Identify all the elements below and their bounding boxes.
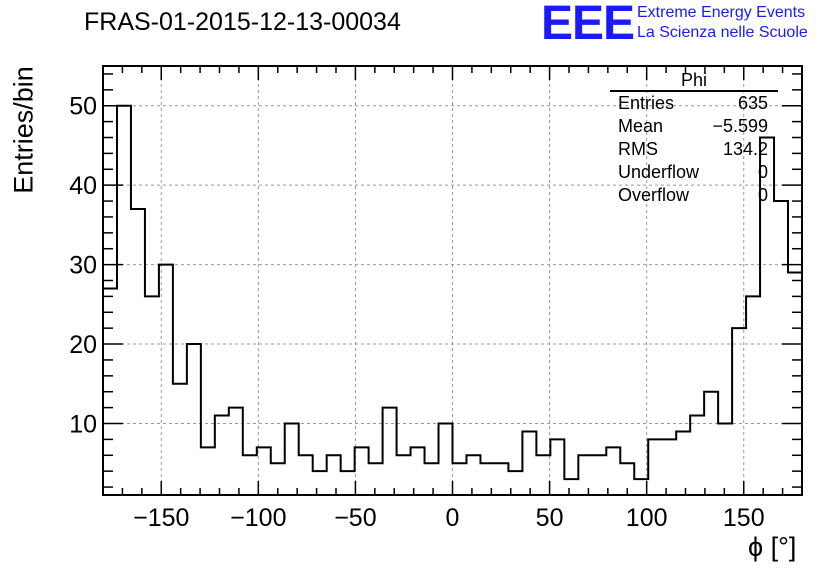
x-tick-label: −50 [334, 504, 376, 532]
stats-label: Overflow [618, 185, 690, 205]
stats-row-entries: Entries 635 [610, 92, 778, 115]
x-tick-label: 100 [626, 504, 668, 532]
stats-header: Phi [610, 70, 778, 92]
stats-value: 134.2 [722, 139, 768, 159]
x-tick-label: −100 [230, 504, 286, 532]
plot-frame [102, 65, 803, 496]
stats-value: 0 [757, 185, 768, 205]
stats-value: −5.599 [712, 116, 768, 136]
y-tick-label: 40 [69, 172, 97, 200]
stats-value: 0 [757, 162, 768, 182]
y-tick-label: 10 [69, 411, 97, 439]
stats-label: Mean [618, 116, 664, 136]
grid-lines [103, 66, 802, 495]
y-tick-label: 20 [69, 331, 97, 359]
stats-row-underflow: Underflow 0 [610, 161, 778, 184]
chart-title: FRAS-01-2015-12-13-00034 [84, 8, 401, 36]
stats-row-mean: Mean −5.599 [610, 115, 778, 138]
x-tick-label: 50 [536, 504, 564, 532]
x-tick-label: 0 [446, 504, 460, 532]
y-tick-label: 50 [69, 93, 97, 121]
stats-row-rms: RMS 134.2 [610, 138, 778, 161]
y-tick-labels: 10 20 30 40 50 [69, 93, 97, 439]
x-tick-labels: −150 −100 −50 0 50 100 150 [133, 504, 765, 532]
y-axis-label-wrap: Entries/bin [6, 66, 42, 194]
y-tick-label: 30 [69, 252, 97, 280]
eee-logo: EEE [541, 0, 635, 50]
logo-line-1: Extreme Energy Events [637, 4, 806, 21]
x-tick-label: −150 [133, 504, 189, 532]
x-tick-label: 150 [723, 504, 765, 532]
x-axis-label: ϕ [°] [748, 532, 797, 562]
axis-ticks [103, 66, 802, 495]
stats-box: Phi Entries 635 Mean −5.599 RMS 134.2 Un… [610, 70, 778, 207]
stats-label: RMS [618, 139, 658, 159]
stats-label: Entries [618, 93, 675, 113]
logo-line-2: La Scienza nelle Scuole [637, 24, 808, 41]
stats-value: 635 [737, 93, 768, 113]
y-axis-label: Entries/bin [8, 66, 39, 194]
stats-label: Underflow [618, 162, 700, 182]
histogram-step-line [103, 104, 802, 481]
stats-row-overflow: Overflow 0 [610, 184, 778, 207]
